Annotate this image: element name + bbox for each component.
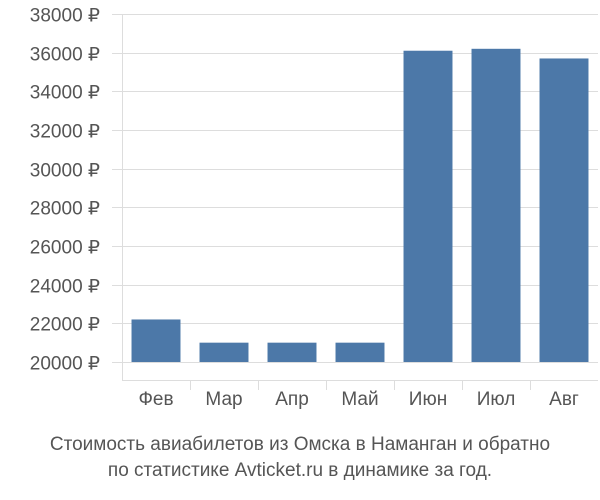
chart-caption-line-2: по статистике Avticket.ru в динамике за …	[107, 460, 493, 481]
bars	[131, 48, 589, 363]
x-category-label: Авг	[549, 389, 579, 410]
bar-5	[403, 50, 453, 362]
x-category-label: Июн	[409, 389, 447, 410]
x-category-label: Фев	[138, 389, 173, 410]
bar-6	[471, 48, 521, 363]
y-tick-label: 22000 ₽	[30, 315, 100, 336]
x-axis	[122, 380, 598, 390]
bar-2	[199, 342, 249, 362]
grid-lines	[112, 14, 598, 380]
bar-3	[267, 342, 317, 362]
bar-chart: 20000 ₽ 22000 ₽ 24000 ₽ 26000 ₽ 28000 ₽ 30000…	[30, 6, 598, 410]
y-tick-label: 34000 ₽	[30, 83, 100, 104]
y-axis-tick-labels: 20000 ₽ 22000 ₽ 24000 ₽ 26000 ₽ 28000 ₽ 30000…	[30, 6, 100, 375]
bar-4	[335, 342, 385, 362]
y-tick-label: 26000 ₽	[30, 238, 100, 259]
y-tick-label: 32000 ₽	[30, 122, 100, 143]
y-tick-label: 38000 ₽	[30, 6, 100, 27]
x-category-label: Мар	[205, 389, 242, 410]
bar-1	[131, 319, 181, 362]
x-category-label: Апр	[275, 389, 309, 410]
y-tick-label: 30000 ₽	[30, 161, 100, 182]
y-tick-label: 36000 ₽	[30, 45, 100, 66]
y-tick-label: 20000 ₽	[30, 354, 100, 375]
bar-7	[539, 58, 589, 362]
chart-caption-line-1: Стоимость авиабилетов из Омска в Наманга…	[49, 434, 551, 455]
x-category-label: Май	[341, 389, 378, 410]
x-axis-category-labels: Фев Мар Апр Май Июн Июл Авг	[138, 389, 578, 410]
y-tick-label: 24000 ₽	[30, 277, 100, 298]
y-tick-label: 28000 ₽	[30, 199, 100, 220]
x-category-label: Июл	[477, 389, 516, 410]
